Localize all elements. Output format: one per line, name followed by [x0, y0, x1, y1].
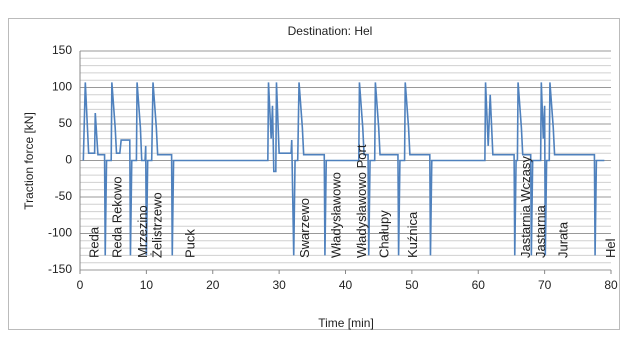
y-tick-label: 0	[65, 153, 72, 167]
station-label: Jurata	[556, 221, 571, 258]
chart-title: Destination: Hel	[288, 24, 373, 38]
station-label: Swarzewo	[297, 198, 312, 258]
x-axis-label: Time [min]	[318, 316, 374, 330]
x-tick-label: 10	[140, 278, 154, 292]
x-tick-label: 40	[339, 278, 353, 292]
station-label: Władysławowo Port	[354, 144, 369, 258]
y-tick-label: -100	[48, 226, 72, 240]
station-label: Władysławowo	[329, 172, 344, 258]
y-tick-label: 50	[59, 116, 73, 130]
x-tick-label: 20	[206, 278, 220, 292]
y-tick-label: -50	[55, 189, 73, 203]
x-tick-label: 30	[272, 278, 286, 292]
y-tick-label: 100	[52, 80, 72, 94]
station-label: Hel	[603, 238, 618, 258]
x-tick-label: 70	[538, 278, 552, 292]
station-label: Reda Rekowo	[110, 176, 125, 258]
station-label: Jastarnia	[533, 204, 548, 258]
x-tick-label: 0	[77, 278, 84, 292]
y-tick-label: -150	[48, 262, 72, 276]
y-axis-label: Traction force [kN]	[22, 112, 36, 210]
station-label: Jastarnia Wczasy	[518, 156, 533, 258]
station-label: Chałupy	[376, 210, 391, 258]
station-label: Kuźnica	[405, 211, 420, 258]
station-label: Mrzezino	[135, 205, 150, 258]
x-tick-label: 60	[472, 278, 486, 292]
series-line	[82, 82, 605, 256]
y-tick-label: 150	[52, 43, 72, 57]
x-tick-label: 50	[405, 278, 419, 292]
station-label: Puck	[183, 229, 198, 258]
chart-border	[8, 18, 620, 330]
station-label: Reda	[86, 226, 101, 258]
x-tick-label: 80	[604, 278, 618, 292]
station-label: Żelistrzewo	[149, 192, 164, 258]
